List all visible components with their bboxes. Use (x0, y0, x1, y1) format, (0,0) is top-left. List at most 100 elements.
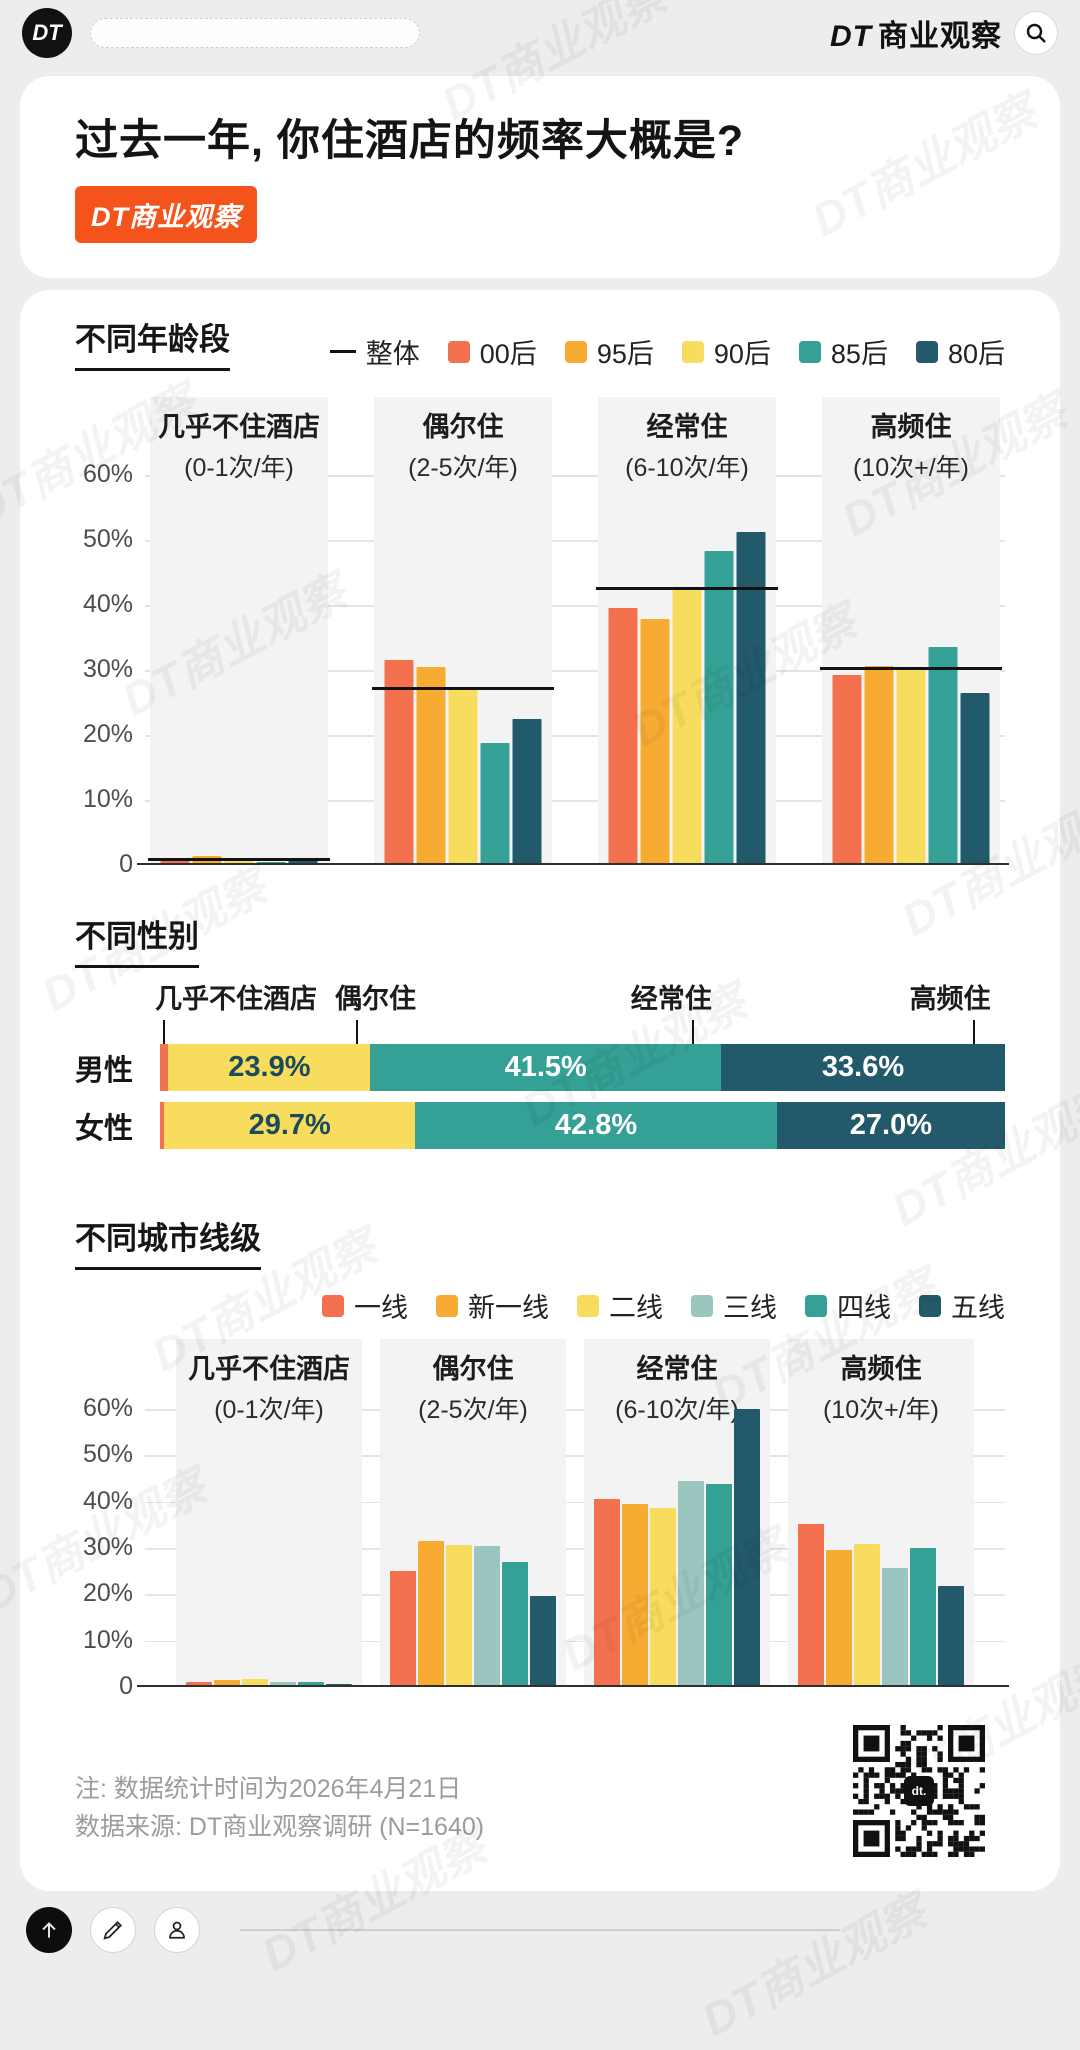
legend-swatch (805, 1294, 827, 1317)
bar (910, 1548, 936, 1685)
back-to-top-button[interactable] (26, 1907, 72, 1953)
bar (512, 718, 542, 863)
gridline (145, 475, 1005, 477)
category-name: 几乎不住酒店 (158, 412, 320, 442)
brand-dt: DT (830, 20, 872, 53)
legend-swatch (798, 340, 821, 363)
bar (256, 861, 286, 863)
legend-item: 新一线 (436, 1286, 549, 1325)
overall-average-line (148, 858, 330, 862)
overall-line-swatch (329, 349, 356, 354)
bar (448, 689, 478, 863)
section-title-age: 不同年龄段 (75, 314, 230, 371)
bar (896, 669, 926, 863)
category-label: 几乎不住酒店 (0-1次/年) (164, 1347, 374, 1426)
y-tick-label: 0 (119, 1672, 133, 1700)
bar-group (390, 1541, 556, 1685)
bar (288, 859, 318, 863)
bar-segment: 42.8% (415, 1102, 777, 1149)
brand-badge: DT商业观察 (75, 186, 257, 243)
gridline (145, 1594, 1005, 1596)
category-name: 经常住 (636, 1354, 718, 1384)
category-sub: (10次+/年) (822, 1396, 939, 1424)
category-band: 偶尔住 (2-5次/年) (372, 397, 554, 865)
y-tick-label: 10% (82, 1625, 133, 1654)
legend-item: 四线 (805, 1286, 891, 1325)
top-header: DT DT 商业观察 (0, 0, 1080, 66)
x-axis-line (137, 1684, 1009, 1687)
legend-item: 三线 (691, 1286, 777, 1325)
app-logo[interactable]: DT (22, 8, 72, 58)
y-tick-label: 40% (82, 1486, 133, 1515)
category-label: 偶尔住 (2-5次/年) (368, 1347, 578, 1426)
gridline (145, 1455, 1005, 1457)
legend-swatch (322, 1294, 344, 1317)
category-sub: (2-5次/年) (408, 454, 518, 482)
search-button[interactable] (1014, 11, 1058, 55)
category-label: 高频住 (10次+/年) (776, 1347, 986, 1426)
legend-label: 90后 (713, 339, 771, 369)
legend-item: 一线 (322, 1286, 408, 1325)
category-sub: (0-1次/年) (214, 1396, 324, 1424)
gender-row-label: 女性 (75, 1112, 134, 1145)
bar (390, 1571, 416, 1685)
bar-group (608, 532, 766, 863)
bar-segment (160, 1102, 165, 1149)
gridline (145, 540, 1005, 542)
y-tick-label: 30% (82, 655, 133, 683)
legend-item: 85后 (798, 332, 888, 371)
chart-age-groups: 60% 50% 40% 30% 20% 10% 0 几乎不住酒店 (0-1次/年) 偶尔住 (2-5… (75, 397, 1009, 878)
legend-item: 五线 (919, 1286, 1005, 1325)
legend-label: 四线 (837, 1293, 891, 1323)
brand-title: DT 商业观察 (830, 11, 1002, 55)
bar (678, 1481, 704, 1685)
bar (960, 693, 990, 863)
gender-row-label: 男性 (75, 1054, 134, 1087)
category-band: 高频住 (10次+/年) (820, 397, 1002, 865)
x-axis-line (137, 862, 1009, 865)
bar (418, 1541, 444, 1685)
bar (622, 1504, 648, 1685)
category-sub: (0-1次/年) (184, 454, 294, 482)
note-source: 数据来源: DT商业观察调研 (N=1640) (75, 1813, 485, 1842)
category-band: 几乎不住酒店 (0-1次/年) (176, 1339, 362, 1687)
profile-button[interactable] (154, 1907, 200, 1953)
bar (186, 1681, 212, 1685)
category-label: 高频住 (10次+/年) (810, 405, 1012, 484)
bar (864, 666, 894, 863)
legend-swatch (691, 1294, 713, 1317)
y-tick-label: 60% (82, 1394, 133, 1422)
bar (672, 590, 702, 863)
bar (384, 659, 414, 863)
legend-label: 新一线 (468, 1293, 549, 1323)
bar (530, 1596, 556, 1685)
category-label: 经常住 (6-10次/年) (572, 1347, 782, 1426)
bar-segment (160, 1044, 169, 1091)
gender-column-labels: 几乎不住酒店 偶尔住 经常住 高频住 (155, 982, 1005, 1044)
category-band: 偶尔住 (2-5次/年) (380, 1339, 566, 1687)
address-pill[interactable] (90, 18, 420, 48)
bar-segment: 29.7% (164, 1102, 416, 1149)
category-sub: (2-5次/年) (418, 1396, 528, 1424)
y-axis: 60% 50% 40% 30% 20% 10% 0 (75, 397, 145, 878)
overall-average-line (820, 667, 1002, 670)
y-tick-label: 60% (82, 460, 133, 488)
bar (704, 551, 734, 863)
bar-group (384, 659, 542, 863)
bar (854, 1543, 880, 1685)
gender-column-label: 经常住 (630, 984, 712, 1014)
watermark: DT商业观察 (689, 1876, 937, 2049)
comment-button[interactable] (90, 1907, 136, 1953)
chart-city-tiers: 60% 50% 40% 30% 20% 10% 0 几乎不住酒店 (0-1次/年) 偶尔住 (2-5… (75, 1339, 1009, 1700)
gender-column-label: 偶尔住 (334, 984, 416, 1014)
y-tick-label: 40% (82, 590, 133, 618)
legend-label: 五线 (951, 1293, 1005, 1323)
bar (882, 1567, 908, 1685)
y-tick-label: 50% (82, 1440, 133, 1469)
bottom-toolbar (26, 1907, 1080, 1953)
legend-swatch (436, 1294, 458, 1317)
bar (650, 1508, 676, 1685)
bar (480, 743, 510, 863)
arrow-up-icon (42, 1922, 56, 1938)
gridline (145, 735, 1005, 737)
